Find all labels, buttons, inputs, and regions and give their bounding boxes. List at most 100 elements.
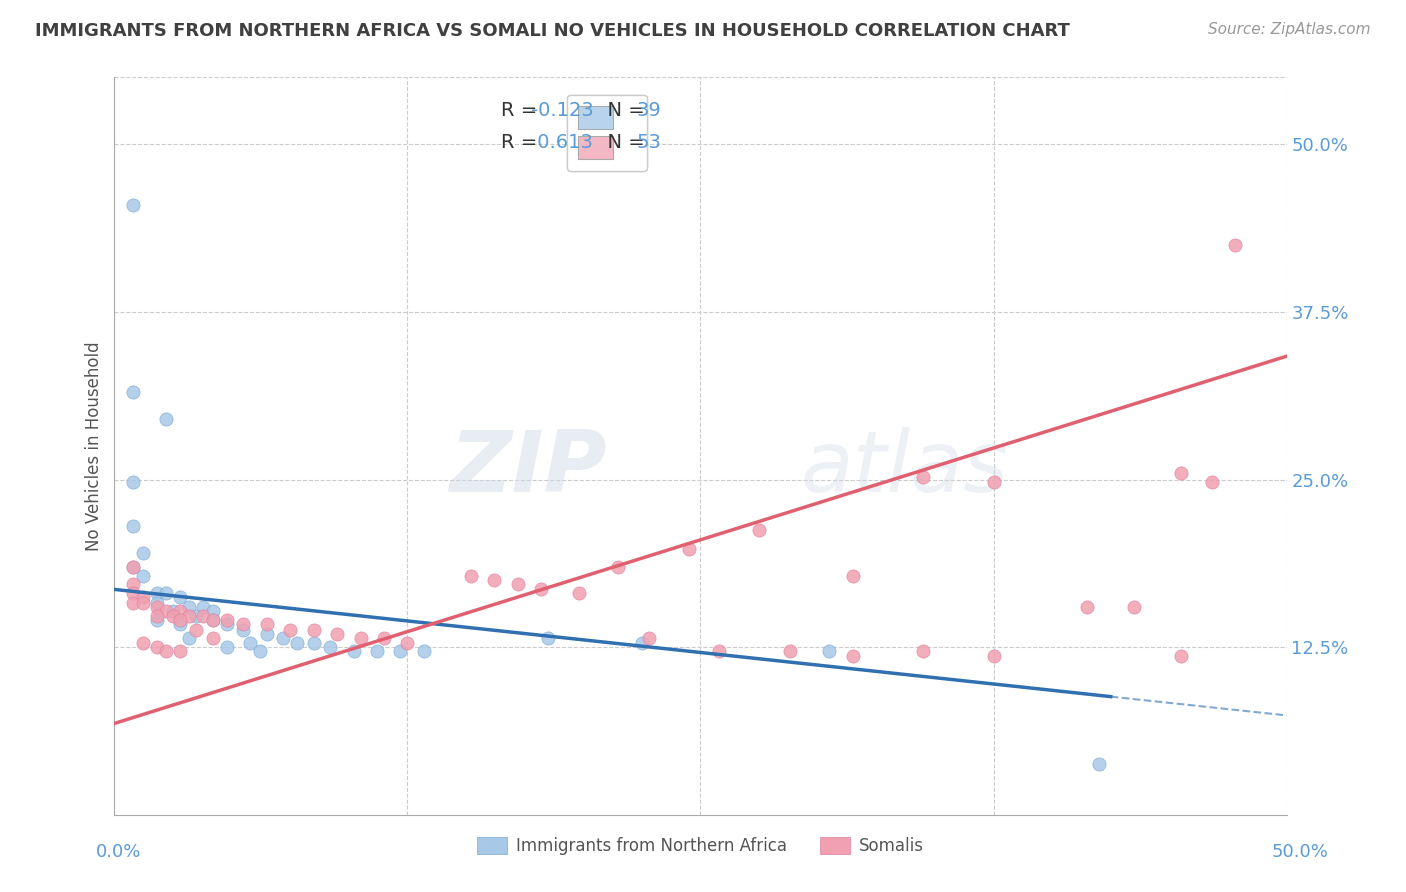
Point xyxy=(278,623,301,637)
Point xyxy=(131,569,153,583)
Point xyxy=(818,644,841,658)
Point xyxy=(145,609,167,624)
Text: N =: N = xyxy=(595,101,651,120)
Text: IMMIGRANTS FROM NORTHERN AFRICA VS SOMALI NO VEHICLES IN HOUSEHOLD CORRELATION C: IMMIGRANTS FROM NORTHERN AFRICA VS SOMAL… xyxy=(35,22,1070,40)
Point xyxy=(122,475,145,490)
Point xyxy=(1170,649,1192,664)
Point xyxy=(122,586,145,600)
Point xyxy=(145,640,167,654)
Point xyxy=(179,631,201,645)
Point xyxy=(131,591,153,605)
Point xyxy=(145,613,167,627)
Point xyxy=(201,613,224,627)
Point xyxy=(145,596,167,610)
Text: R =: R = xyxy=(501,101,544,120)
Point xyxy=(326,626,349,640)
Point xyxy=(169,604,191,618)
Text: 50.0%: 50.0% xyxy=(1272,843,1329,861)
Point xyxy=(482,573,505,587)
Point xyxy=(215,640,238,654)
Point xyxy=(412,644,434,658)
Point xyxy=(131,636,153,650)
Point xyxy=(1088,756,1111,771)
Point xyxy=(122,559,145,574)
Point xyxy=(506,577,529,591)
Point xyxy=(537,631,560,645)
Point xyxy=(983,475,1005,490)
Point xyxy=(607,559,630,574)
Point xyxy=(193,609,215,624)
Point xyxy=(249,644,271,658)
Point xyxy=(1076,599,1098,614)
Point xyxy=(319,640,342,654)
Point xyxy=(122,198,145,212)
Point xyxy=(285,636,308,650)
Text: 39: 39 xyxy=(636,101,661,120)
Point xyxy=(912,644,935,658)
Point xyxy=(302,623,325,637)
Point xyxy=(342,644,364,658)
Point xyxy=(131,546,153,560)
Text: -0.123: -0.123 xyxy=(530,101,593,120)
Point xyxy=(169,617,191,632)
Point xyxy=(201,613,224,627)
Point xyxy=(256,626,278,640)
Point xyxy=(169,613,191,627)
Point xyxy=(193,599,215,614)
Point xyxy=(302,636,325,650)
Point xyxy=(239,636,262,650)
Point xyxy=(215,617,238,632)
Point xyxy=(145,586,167,600)
Point xyxy=(1123,599,1146,614)
Point xyxy=(201,631,224,645)
Text: 53: 53 xyxy=(636,133,661,152)
Point xyxy=(709,644,731,658)
Point xyxy=(1170,466,1192,480)
Point xyxy=(271,631,294,645)
Point xyxy=(169,644,191,658)
Point xyxy=(122,385,145,400)
Point xyxy=(983,649,1005,664)
Point xyxy=(1201,475,1223,490)
Point xyxy=(460,569,482,583)
Point xyxy=(215,613,238,627)
Point xyxy=(122,519,145,533)
Point xyxy=(179,609,201,624)
Point xyxy=(186,623,208,637)
Legend:  ,  : , xyxy=(567,95,647,170)
Text: R =: R = xyxy=(501,133,544,152)
Text: 0.0%: 0.0% xyxy=(96,843,141,861)
Text: ZIP: ZIP xyxy=(449,426,607,509)
Point xyxy=(122,577,145,591)
Point xyxy=(912,470,935,484)
Point xyxy=(169,591,191,605)
Point xyxy=(186,609,208,624)
Point xyxy=(373,631,395,645)
Point xyxy=(232,623,254,637)
Point xyxy=(842,569,865,583)
Text: 0.613: 0.613 xyxy=(530,133,592,152)
Text: N =: N = xyxy=(595,133,651,152)
Point xyxy=(145,599,167,614)
Point xyxy=(389,644,412,658)
Point xyxy=(122,596,145,610)
Point xyxy=(748,524,770,538)
Point xyxy=(842,649,865,664)
Point xyxy=(155,644,177,658)
Point xyxy=(396,636,419,650)
Point xyxy=(349,631,371,645)
Point xyxy=(366,644,388,658)
Point xyxy=(162,609,184,624)
Point xyxy=(678,542,700,557)
Point xyxy=(568,586,591,600)
Text: atlas: atlas xyxy=(800,426,1008,509)
Text: Source: ZipAtlas.com: Source: ZipAtlas.com xyxy=(1208,22,1371,37)
Point xyxy=(162,604,184,618)
Point xyxy=(779,644,801,658)
Point xyxy=(638,631,661,645)
Point xyxy=(122,559,145,574)
Point xyxy=(1223,238,1246,252)
Point xyxy=(631,636,654,650)
Point xyxy=(201,604,224,618)
Point xyxy=(131,596,153,610)
